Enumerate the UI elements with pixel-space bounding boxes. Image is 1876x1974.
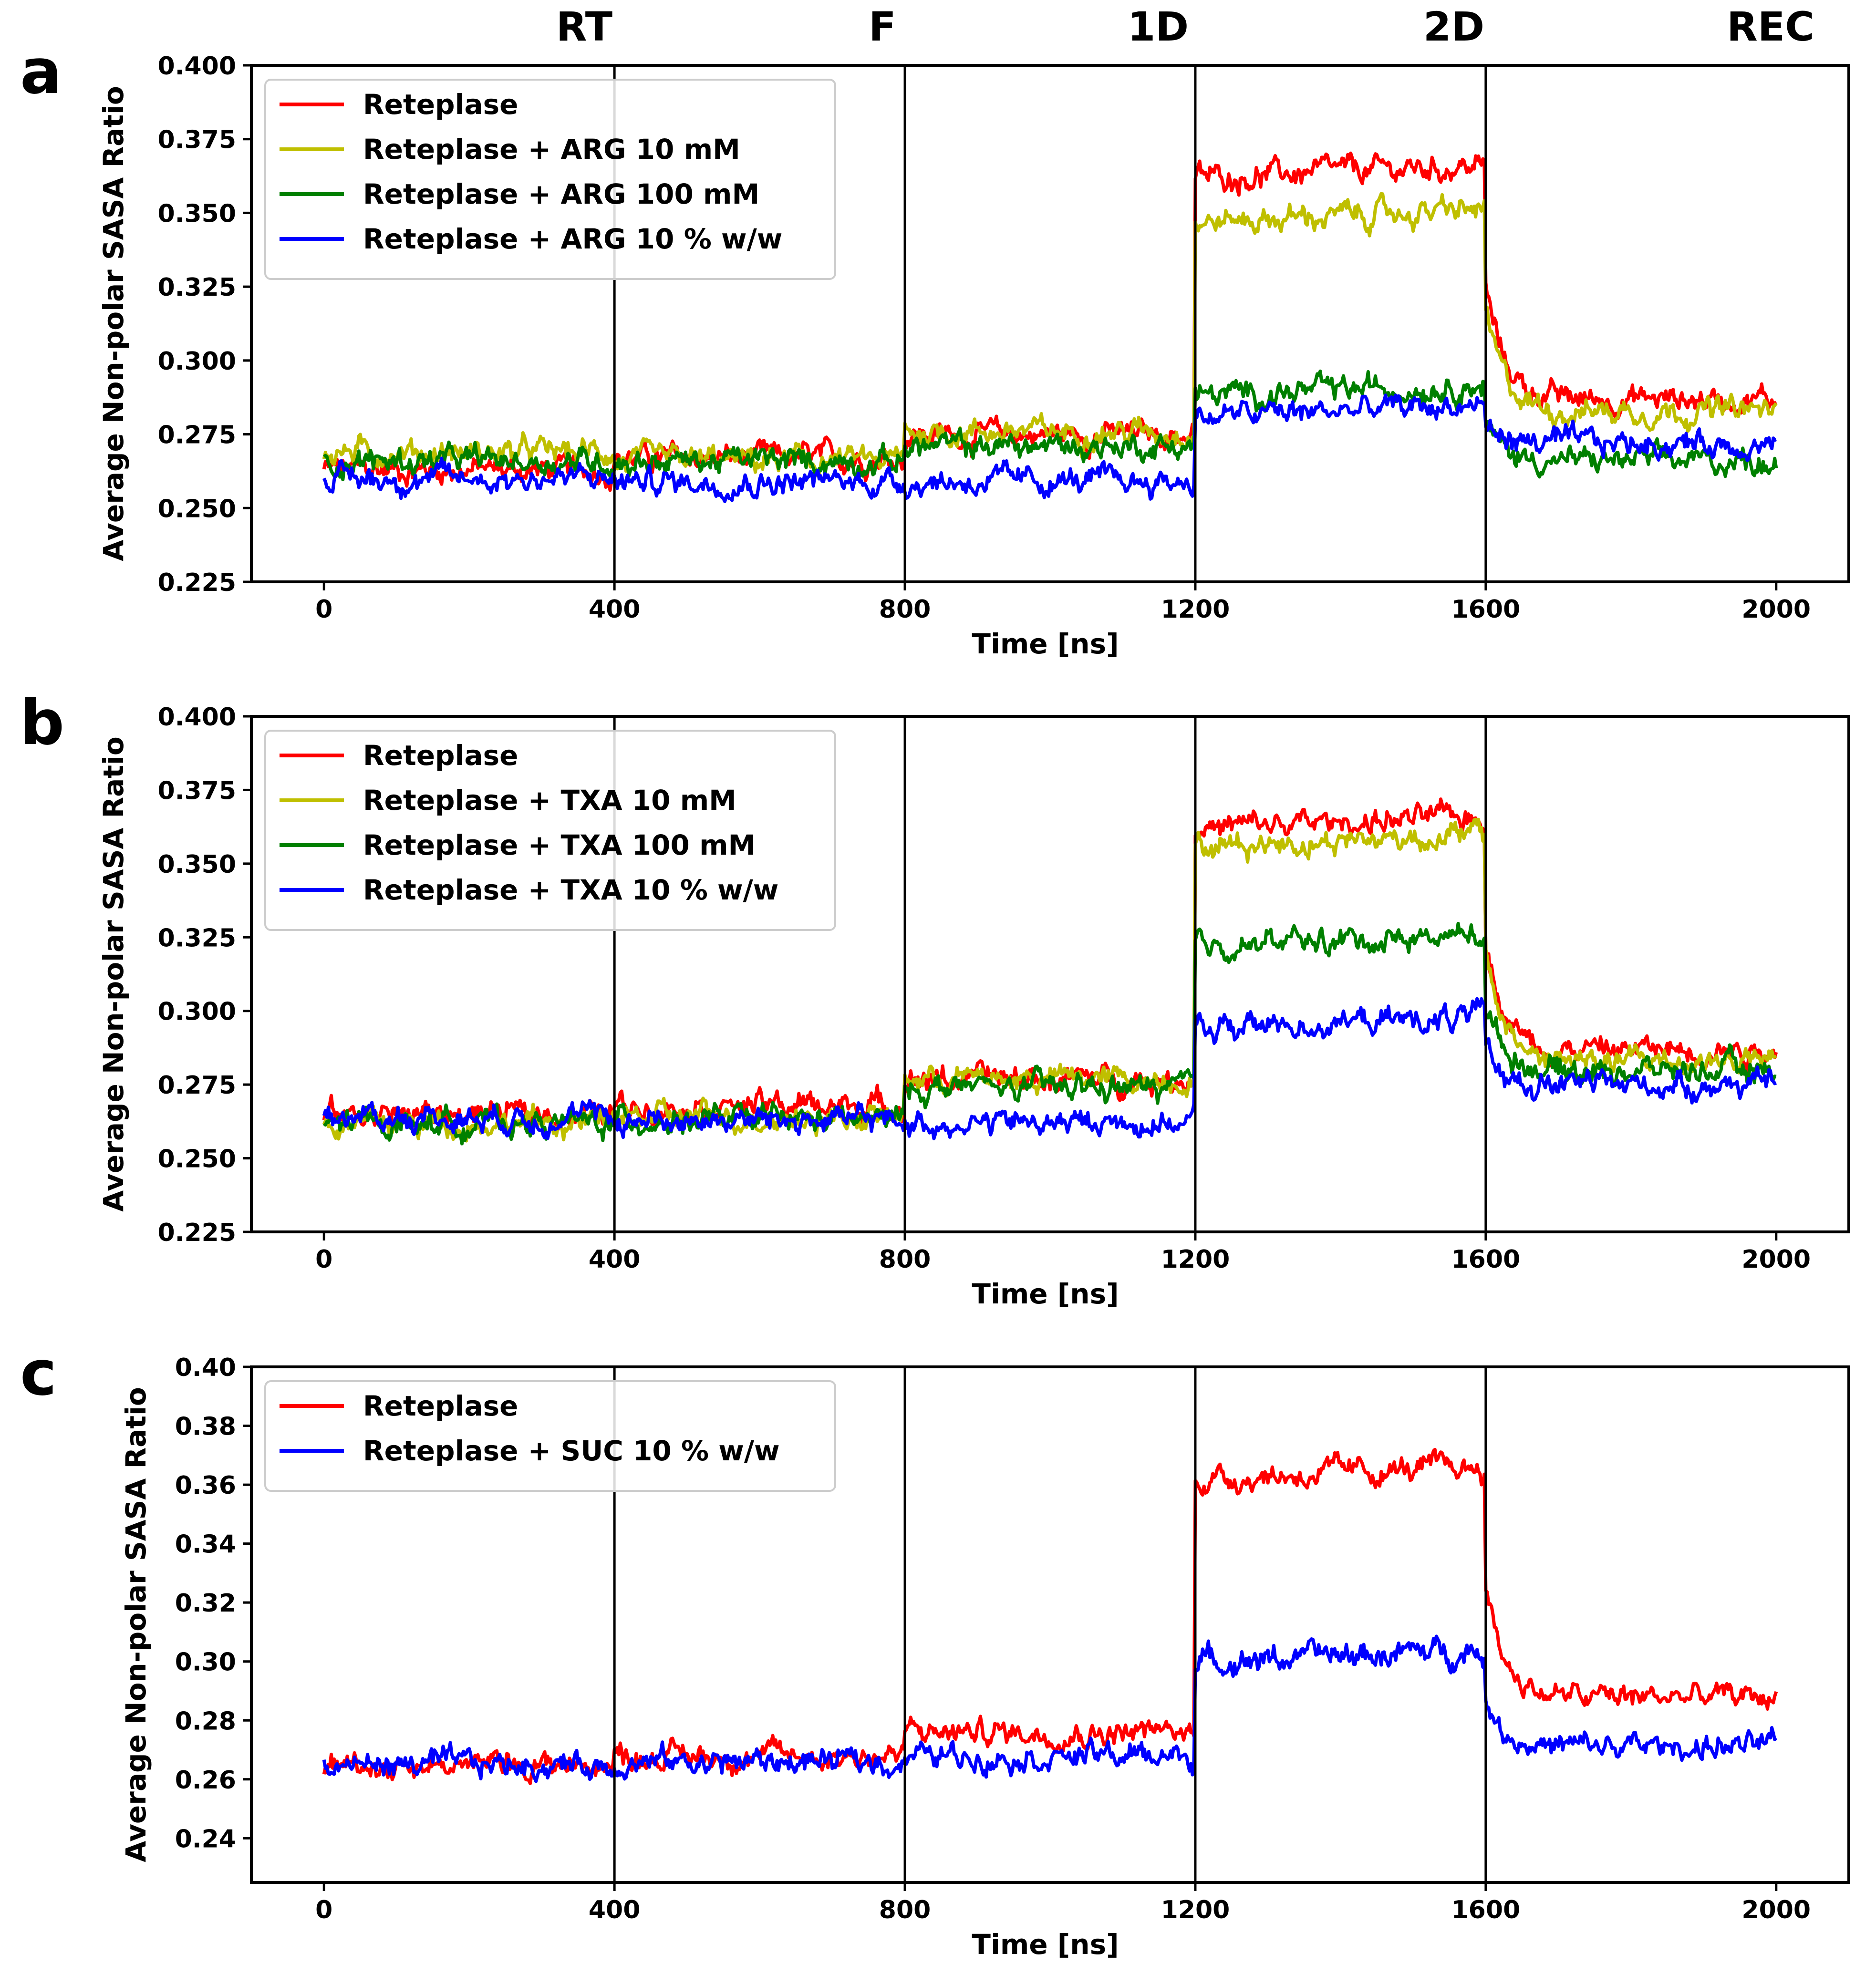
y-tick-label: 0.275 <box>158 1071 236 1100</box>
y-tick-label: 0.275 <box>158 421 236 450</box>
x-axis-label: Time [ns] <box>972 628 1119 660</box>
x-tick-label: 1600 <box>1451 595 1520 624</box>
legend-label: Reteplase + ARG 100 mM <box>363 178 759 210</box>
legend-label: Reteplase + TXA 10 mM <box>363 784 736 816</box>
y-tick-label: 0.300 <box>158 347 236 376</box>
y-tick-label: 0.38 <box>175 1413 236 1441</box>
legend-label: Reteplase + ARG 10 mM <box>363 133 740 165</box>
legend-label: Reteplase + TXA 100 mM <box>363 829 756 861</box>
y-axis-label: Average Non-polar SASA Ratio <box>97 736 130 1211</box>
y-tick-label: 0.325 <box>158 273 236 302</box>
series-line-2 <box>322 921 1777 1146</box>
phase-label-rec: REC <box>1727 3 1814 50</box>
x-tick-label: 2000 <box>1741 1896 1811 1924</box>
panel-letter: c <box>20 1337 57 1409</box>
phase-label-rt: RT <box>556 3 612 50</box>
series-line-1 <box>322 1634 1778 1783</box>
y-tick-label: 0.40 <box>175 1354 236 1382</box>
series-line-3 <box>322 393 1777 503</box>
panel-a: a 0 400 800 1200 1600 2000 0.225 0.250 0.275 0.300… <box>20 35 1850 660</box>
legend: Reteplase Reteplase + TXA 10 mM Reteplase … <box>264 730 836 931</box>
series-line-1 <box>322 192 1778 477</box>
x-tick-label: 0 <box>315 1245 332 1274</box>
x-tick-label: 400 <box>589 1245 641 1274</box>
y-tick-label: 0.375 <box>158 776 236 805</box>
series-line-2 <box>323 369 1778 482</box>
x-tick-label: 1200 <box>1161 1896 1230 1924</box>
y-tick-label: 0.350 <box>158 850 236 879</box>
x-tick-label: 0 <box>315 1896 332 1924</box>
phase-label-2d: 2D <box>1423 3 1484 50</box>
x-tick-label: 800 <box>879 1245 931 1274</box>
x-tick-label: 400 <box>589 1896 641 1924</box>
x-tick-label: 0 <box>315 595 332 624</box>
y-tick-label: 0.26 <box>175 1766 236 1795</box>
y-tick-label: 0.32 <box>175 1589 236 1618</box>
legend: Reteplase Reteplase + ARG 10 mM Reteplase … <box>264 79 836 280</box>
legend-label: Reteplase + TXA 10 % w/w <box>363 874 778 906</box>
x-tick-label: 800 <box>879 1896 931 1924</box>
x-tick-label: 1600 <box>1451 1245 1520 1274</box>
legend-box <box>264 79 836 280</box>
legend-label: Reteplase <box>363 1390 518 1422</box>
phase-label-f: F <box>869 3 896 50</box>
legend-box <box>264 1380 836 1492</box>
legend-box <box>264 730 836 931</box>
panel-b: b 0 400 800 1200 1600 2000 0.225 0.250 0.275 0.300… <box>20 686 1850 1310</box>
panel-letter: b <box>20 686 64 759</box>
x-tick-label: 2000 <box>1741 595 1811 624</box>
x-tick-label: 1600 <box>1451 1896 1520 1924</box>
plot-frame <box>250 715 1850 1233</box>
y-tick-label: 0.350 <box>158 199 236 228</box>
y-tick-label: 0.325 <box>158 924 236 952</box>
y-tick-label: 0.225 <box>158 1219 236 1247</box>
legend-label: Reteplase <box>363 739 518 772</box>
y-tick-label: 0.400 <box>158 52 236 81</box>
legend-label: Reteplase + ARG 10 % w/w <box>363 223 782 255</box>
x-tick-label: 1200 <box>1161 595 1230 624</box>
x-tick-label: 400 <box>589 595 641 624</box>
series-line-3 <box>322 997 1777 1140</box>
panel-c: c 0 400 800 1200 1600 2000 0.24 0.26 0.28 0.30 0.32… <box>20 1337 1850 1961</box>
y-axis-label: Average Non-polar SASA Ratio <box>120 1387 152 1862</box>
x-tick-label: 800 <box>879 595 931 624</box>
y-tick-label: 0.24 <box>175 1825 236 1853</box>
x-axis-label: Time [ns] <box>972 1928 1119 1961</box>
plot-frame <box>250 64 1850 583</box>
series-line-1 <box>322 817 1777 1143</box>
y-tick-label: 0.28 <box>175 1707 236 1736</box>
phase-label-1d: 1D <box>1128 3 1189 50</box>
legend-label: Reteplase + SUC 10 % w/w <box>363 1435 780 1467</box>
y-tick-label: 0.34 <box>175 1530 236 1559</box>
x-tick-label: 2000 <box>1741 1245 1811 1274</box>
y-tick-label: 0.30 <box>175 1648 236 1677</box>
y-tick-label: 0.400 <box>158 703 236 732</box>
y-tick-label: 0.300 <box>158 998 236 1026</box>
y-axis-label: Average Non-polar SASA Ratio <box>97 86 130 561</box>
y-tick-label: 0.375 <box>158 126 236 155</box>
panel-letter: a <box>20 35 62 108</box>
legend-label: Reteplase <box>363 88 518 121</box>
y-tick-label: 0.36 <box>175 1471 236 1500</box>
y-tick-label: 0.225 <box>158 568 236 597</box>
x-axis-label: Time [ns] <box>972 1278 1119 1310</box>
legend: Reteplase Reteplase + SUC 10 % w/w <box>264 1380 836 1492</box>
y-tick-label: 0.250 <box>158 1145 236 1174</box>
series-line-0 <box>322 1447 1778 1785</box>
plot-frame <box>250 1365 1850 1884</box>
y-tick-label: 0.250 <box>158 495 236 523</box>
x-tick-label: 1200 <box>1161 1245 1230 1274</box>
